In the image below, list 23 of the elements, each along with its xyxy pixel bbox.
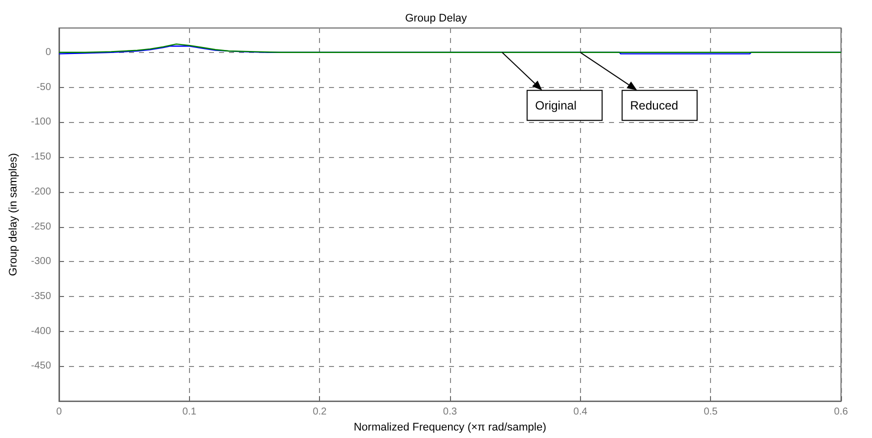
y-tick-label: -450 xyxy=(30,360,52,372)
y-tick-label: -50 xyxy=(36,82,52,93)
y-tick-label: 0 xyxy=(45,46,52,58)
x-axis-title: Normalized Frequency (×π rad/sample) xyxy=(354,422,546,434)
y-tick-label: -200 xyxy=(30,186,52,198)
x-tick-label: 0.2 xyxy=(312,406,328,418)
x-tick-label: 0.1 xyxy=(182,406,197,418)
y-tick-label: -300 xyxy=(30,256,52,268)
x-tick-label: 0.6 xyxy=(834,406,848,418)
x-tick-label: 0.4 xyxy=(573,406,588,418)
annotation: Original xyxy=(535,98,576,112)
x-tick-label: 0 xyxy=(56,406,62,418)
x-tick-label: 0.5 xyxy=(704,406,718,418)
y-tick-label: -250 xyxy=(30,221,52,232)
y-tick-label: -350 xyxy=(30,290,52,302)
y-tick-label: -100 xyxy=(30,116,52,128)
x-tick-label: 0.3 xyxy=(443,406,458,418)
chart-title: Group Delay xyxy=(405,12,468,24)
y-axis-title: Group delay (in samples) xyxy=(8,153,20,276)
line-series xyxy=(58,43,842,54)
y-tick-label: -150 xyxy=(30,152,52,163)
annotation: Reduced xyxy=(630,98,678,112)
y-tick-label: -400 xyxy=(30,326,52,337)
